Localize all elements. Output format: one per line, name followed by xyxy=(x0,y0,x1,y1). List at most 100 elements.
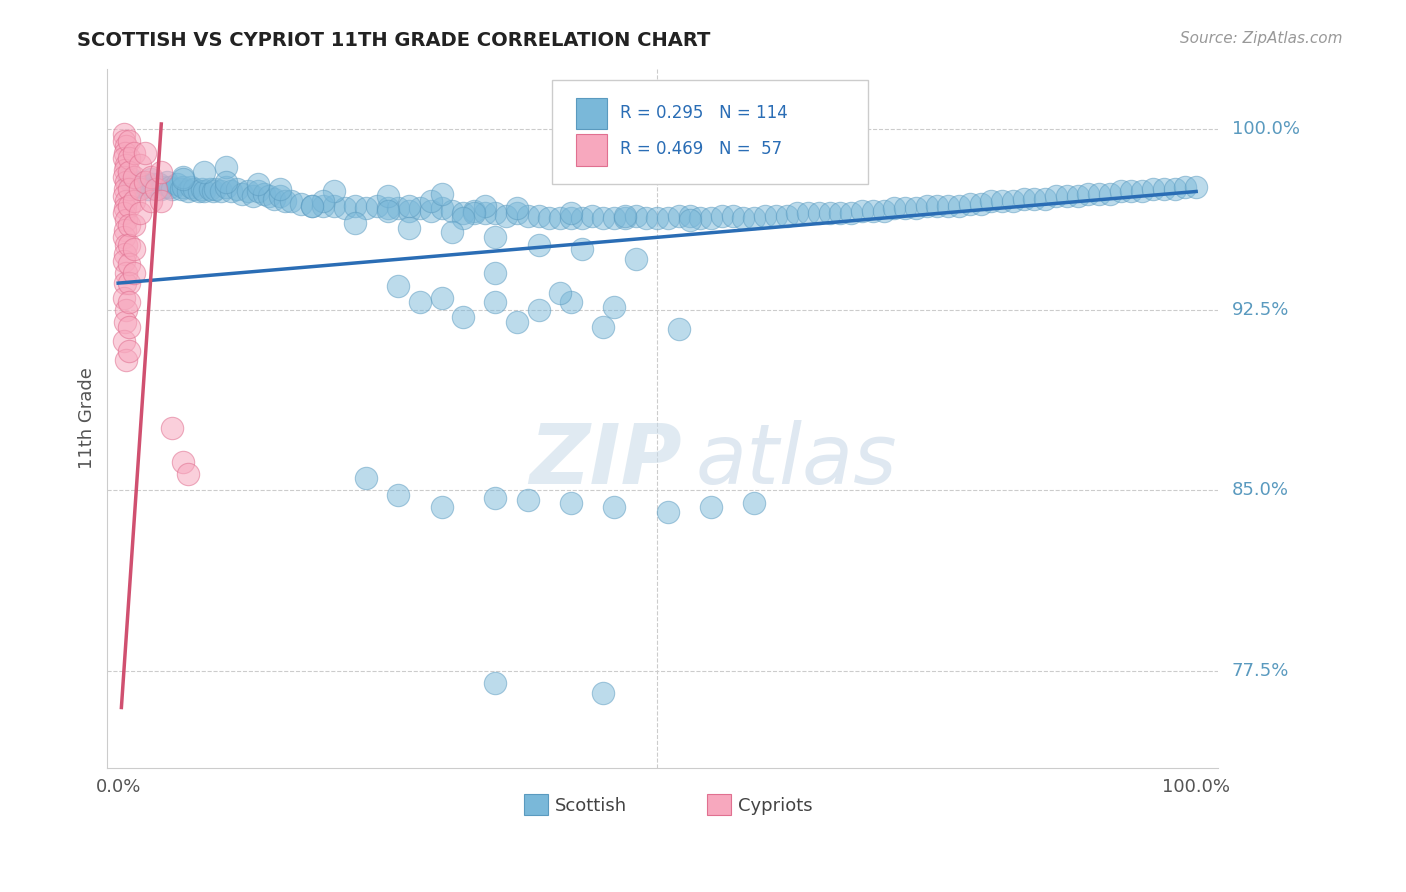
Text: Cypriots: Cypriots xyxy=(738,797,813,815)
Point xyxy=(991,194,1014,208)
Point xyxy=(120,175,142,189)
Point xyxy=(114,353,136,368)
Point xyxy=(377,202,399,216)
Point xyxy=(231,186,253,201)
Point xyxy=(333,202,356,216)
Point xyxy=(172,169,194,184)
Point xyxy=(112,230,135,244)
Point xyxy=(904,202,927,216)
Point xyxy=(274,194,297,208)
Text: R = 0.469   N =  57: R = 0.469 N = 57 xyxy=(620,140,783,158)
Point xyxy=(112,254,135,268)
Point xyxy=(124,194,146,208)
Point xyxy=(114,182,136,196)
Point xyxy=(112,151,135,165)
Point xyxy=(128,206,150,220)
Point xyxy=(124,219,146,233)
Point xyxy=(398,199,420,213)
Point xyxy=(112,189,135,203)
Point xyxy=(124,179,146,194)
Point xyxy=(516,209,538,223)
Text: ZIP: ZIP xyxy=(529,419,682,500)
Point xyxy=(851,203,873,218)
Bar xyxy=(576,98,607,129)
Point xyxy=(839,206,862,220)
Point xyxy=(257,189,280,203)
Point xyxy=(430,186,453,201)
Text: SCOTTISH VS CYPRIOT 11TH GRADE CORRELATION CHART: SCOTTISH VS CYPRIOT 11TH GRADE CORRELATI… xyxy=(77,31,710,50)
Point xyxy=(430,291,453,305)
Point xyxy=(215,161,238,175)
Point xyxy=(915,199,938,213)
Point xyxy=(592,211,614,225)
Point xyxy=(160,182,183,196)
Text: 92.5%: 92.5% xyxy=(1232,301,1289,318)
Point xyxy=(112,134,135,148)
Point xyxy=(114,247,136,261)
Y-axis label: 11th Grade: 11th Grade xyxy=(79,368,96,469)
Point xyxy=(571,211,593,225)
Point xyxy=(430,202,453,216)
Point xyxy=(548,285,571,300)
Point xyxy=(592,686,614,700)
Point xyxy=(657,211,679,225)
Point xyxy=(765,209,787,223)
Point xyxy=(354,202,377,216)
Point xyxy=(1056,189,1078,203)
Point xyxy=(451,310,474,324)
Point xyxy=(883,202,905,216)
Point xyxy=(170,182,193,196)
Point xyxy=(613,211,636,225)
Point xyxy=(474,199,496,213)
Point xyxy=(560,295,582,310)
Point xyxy=(253,186,276,201)
Point xyxy=(1098,186,1121,201)
Point xyxy=(114,162,136,177)
Point xyxy=(215,179,238,194)
Point xyxy=(657,505,679,519)
Point xyxy=(441,203,464,218)
Point xyxy=(1130,185,1153,199)
Point xyxy=(114,302,136,317)
Point xyxy=(1077,186,1099,201)
Point xyxy=(112,291,135,305)
Text: 100.0%: 100.0% xyxy=(1232,120,1299,137)
Point xyxy=(484,491,506,505)
Point xyxy=(959,196,981,211)
Bar xyxy=(576,135,607,166)
Point xyxy=(124,145,146,160)
Point xyxy=(1033,192,1056,206)
Point xyxy=(506,206,529,220)
Point xyxy=(807,206,830,220)
Point xyxy=(180,179,202,194)
Point xyxy=(193,165,215,179)
Point xyxy=(112,334,135,348)
Point xyxy=(377,203,399,218)
Point xyxy=(159,179,181,194)
Point xyxy=(636,211,658,225)
Point xyxy=(344,216,367,230)
Point xyxy=(148,178,170,192)
Point xyxy=(139,169,162,184)
Point xyxy=(138,182,160,196)
Point xyxy=(183,182,205,196)
Point xyxy=(377,189,399,203)
Point xyxy=(484,295,506,310)
Point xyxy=(134,175,156,189)
Point xyxy=(366,199,388,213)
Point xyxy=(797,206,820,220)
Point xyxy=(193,185,215,199)
Point xyxy=(322,199,344,213)
Point xyxy=(172,179,194,194)
Point xyxy=(112,127,135,141)
Point xyxy=(128,158,150,172)
Point xyxy=(152,179,174,194)
Point xyxy=(603,211,626,225)
Point xyxy=(145,182,167,196)
Point xyxy=(1174,179,1197,194)
Point xyxy=(114,138,136,153)
Point xyxy=(118,199,141,213)
Point xyxy=(191,182,214,196)
Point xyxy=(441,226,464,240)
Point xyxy=(775,209,797,223)
